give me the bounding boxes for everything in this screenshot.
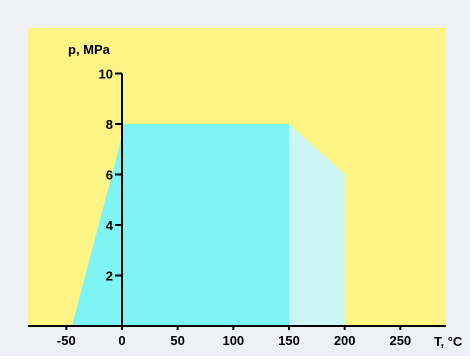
y-tick-label: 2	[106, 269, 113, 284]
y-axis-label: p, MPa	[68, 42, 111, 57]
axes-layer: 2 4 6 8 10 -50 0 50 100 150 200 250	[28, 67, 446, 348]
y-tick-label: 10	[99, 67, 113, 82]
regions-layer	[71, 124, 345, 326]
region-1	[71, 124, 290, 326]
x-tick-label: 250	[389, 333, 411, 348]
x-tick-label: 200	[334, 333, 356, 348]
y-tick-label: 6	[106, 168, 113, 183]
x-tick-label: 100	[222, 333, 244, 348]
x-tick-label: 150	[278, 333, 300, 348]
x-axis-label: T, °C	[434, 334, 463, 349]
y-tick-label: 4	[106, 218, 114, 233]
x-tick-label: -50	[57, 333, 76, 348]
x-tick-label: 0	[118, 333, 125, 348]
x-tick-label: 50	[170, 333, 184, 348]
y-tick-label: 8	[106, 117, 113, 132]
region-2	[289, 124, 345, 326]
